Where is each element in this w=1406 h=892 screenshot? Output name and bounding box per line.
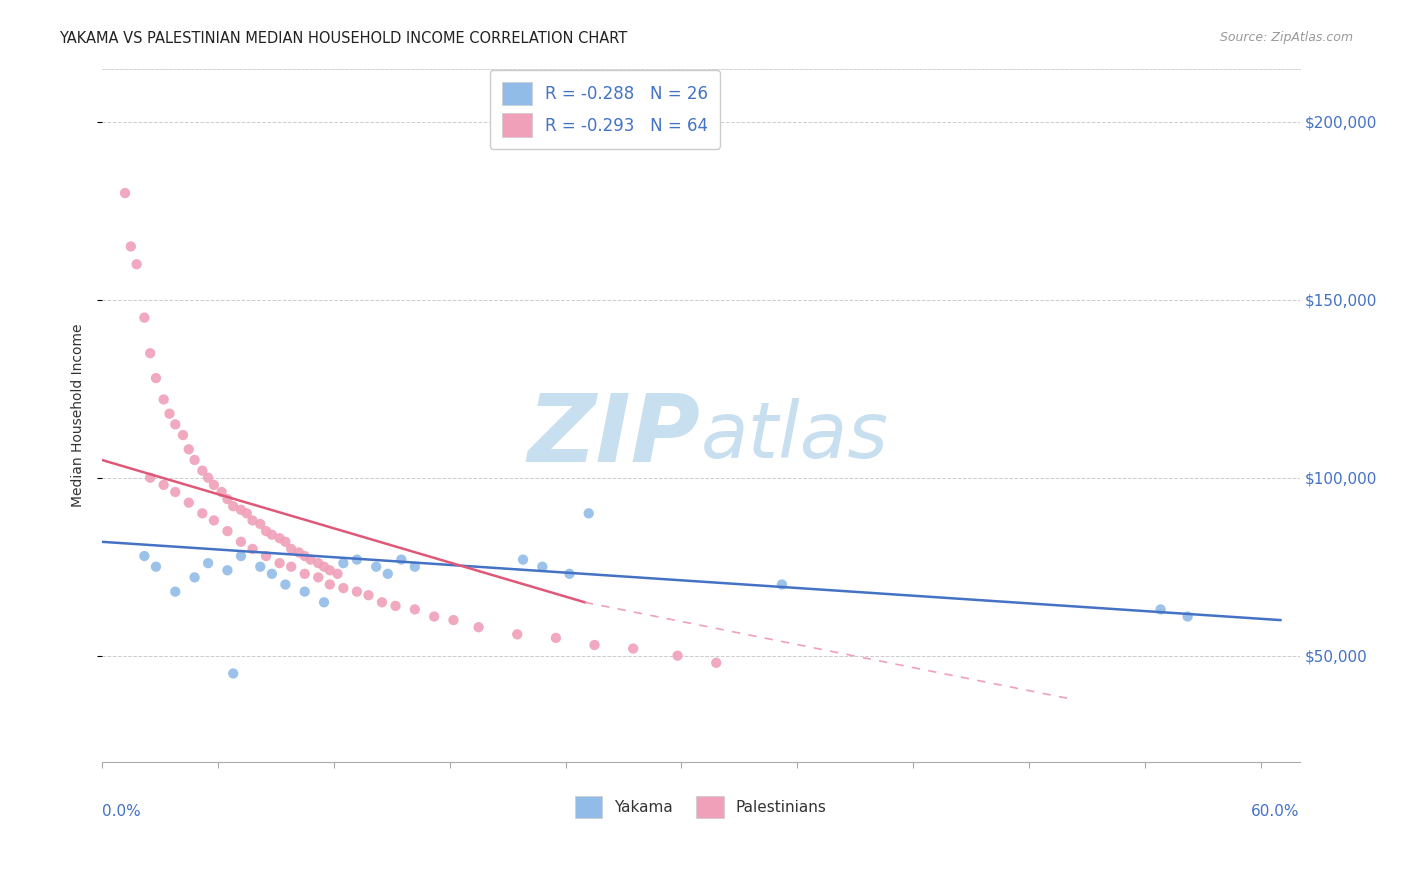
Point xyxy=(222,666,245,681)
Point xyxy=(242,513,264,527)
Point xyxy=(274,577,297,591)
Point xyxy=(1177,609,1199,624)
Legend: Yakama, Palestinians: Yakama, Palestinians xyxy=(568,790,832,824)
Point xyxy=(346,552,368,566)
Point xyxy=(621,641,644,656)
Point xyxy=(165,417,187,432)
Point xyxy=(177,442,200,457)
Point xyxy=(145,371,167,385)
Point xyxy=(366,559,388,574)
Text: 60.0%: 60.0% xyxy=(1251,804,1299,819)
Point xyxy=(704,656,727,670)
Point xyxy=(172,428,194,442)
Point xyxy=(202,478,225,492)
Point xyxy=(371,595,394,609)
Point xyxy=(165,485,187,500)
Point xyxy=(531,559,554,574)
Point xyxy=(222,500,245,514)
Point xyxy=(114,186,136,200)
Point xyxy=(269,531,291,545)
Point xyxy=(1149,602,1171,616)
Point xyxy=(254,549,277,563)
Point xyxy=(165,584,187,599)
Point xyxy=(183,453,205,467)
Point xyxy=(229,503,252,517)
Point xyxy=(288,545,311,559)
Point xyxy=(159,407,181,421)
Point xyxy=(134,549,156,563)
Point xyxy=(197,556,219,570)
Point xyxy=(217,524,239,538)
Point xyxy=(125,257,148,271)
Point xyxy=(423,609,446,624)
Point xyxy=(211,485,233,500)
Point xyxy=(139,471,162,485)
Point xyxy=(280,559,302,574)
Point xyxy=(770,577,793,591)
Point xyxy=(319,577,342,591)
Point xyxy=(404,602,426,616)
Point xyxy=(294,584,316,599)
Text: Source: ZipAtlas.com: Source: ZipAtlas.com xyxy=(1219,31,1353,45)
Point xyxy=(666,648,689,663)
Point xyxy=(229,549,252,563)
Point xyxy=(260,566,283,581)
Point xyxy=(312,559,335,574)
Point xyxy=(177,496,200,510)
Point xyxy=(197,471,219,485)
Point xyxy=(307,570,329,584)
Point xyxy=(299,552,322,566)
Point xyxy=(280,541,302,556)
Point xyxy=(332,556,354,570)
Text: YAKAMA VS PALESTINIAN MEDIAN HOUSEHOLD INCOME CORRELATION CHART: YAKAMA VS PALESTINIAN MEDIAN HOUSEHOLD I… xyxy=(59,31,627,46)
Text: atlas: atlas xyxy=(700,399,889,475)
Point xyxy=(274,534,297,549)
Text: ZIP: ZIP xyxy=(527,391,700,483)
Point xyxy=(506,627,529,641)
Point xyxy=(139,346,162,360)
Point xyxy=(319,563,342,577)
Point xyxy=(254,524,277,538)
Point xyxy=(443,613,465,627)
Point xyxy=(191,506,214,520)
Point xyxy=(229,534,252,549)
Point xyxy=(191,464,214,478)
Point xyxy=(583,638,606,652)
Point xyxy=(384,599,406,613)
Text: 0.0%: 0.0% xyxy=(101,804,141,819)
Point xyxy=(377,566,399,581)
Point xyxy=(307,556,329,570)
Point xyxy=(249,516,271,531)
Point xyxy=(389,552,412,566)
Point xyxy=(235,506,257,520)
Y-axis label: Median Household Income: Median Household Income xyxy=(72,324,86,508)
Point xyxy=(357,588,380,602)
Point xyxy=(202,513,225,527)
Point xyxy=(332,581,354,595)
Point xyxy=(152,392,174,407)
Point xyxy=(183,570,205,584)
Point xyxy=(242,541,264,556)
Point xyxy=(326,566,349,581)
Point xyxy=(544,631,567,645)
Point xyxy=(217,492,239,507)
Point xyxy=(217,563,239,577)
Point xyxy=(512,552,534,566)
Point xyxy=(269,556,291,570)
Point xyxy=(294,549,316,563)
Point xyxy=(145,559,167,574)
Point xyxy=(294,566,316,581)
Point xyxy=(120,239,142,253)
Point xyxy=(134,310,156,325)
Point xyxy=(558,566,581,581)
Point xyxy=(467,620,489,634)
Point xyxy=(260,527,283,541)
Point xyxy=(249,559,271,574)
Point xyxy=(152,478,174,492)
Point xyxy=(346,584,368,599)
Point xyxy=(578,506,600,520)
Point xyxy=(404,559,426,574)
Point xyxy=(312,595,335,609)
